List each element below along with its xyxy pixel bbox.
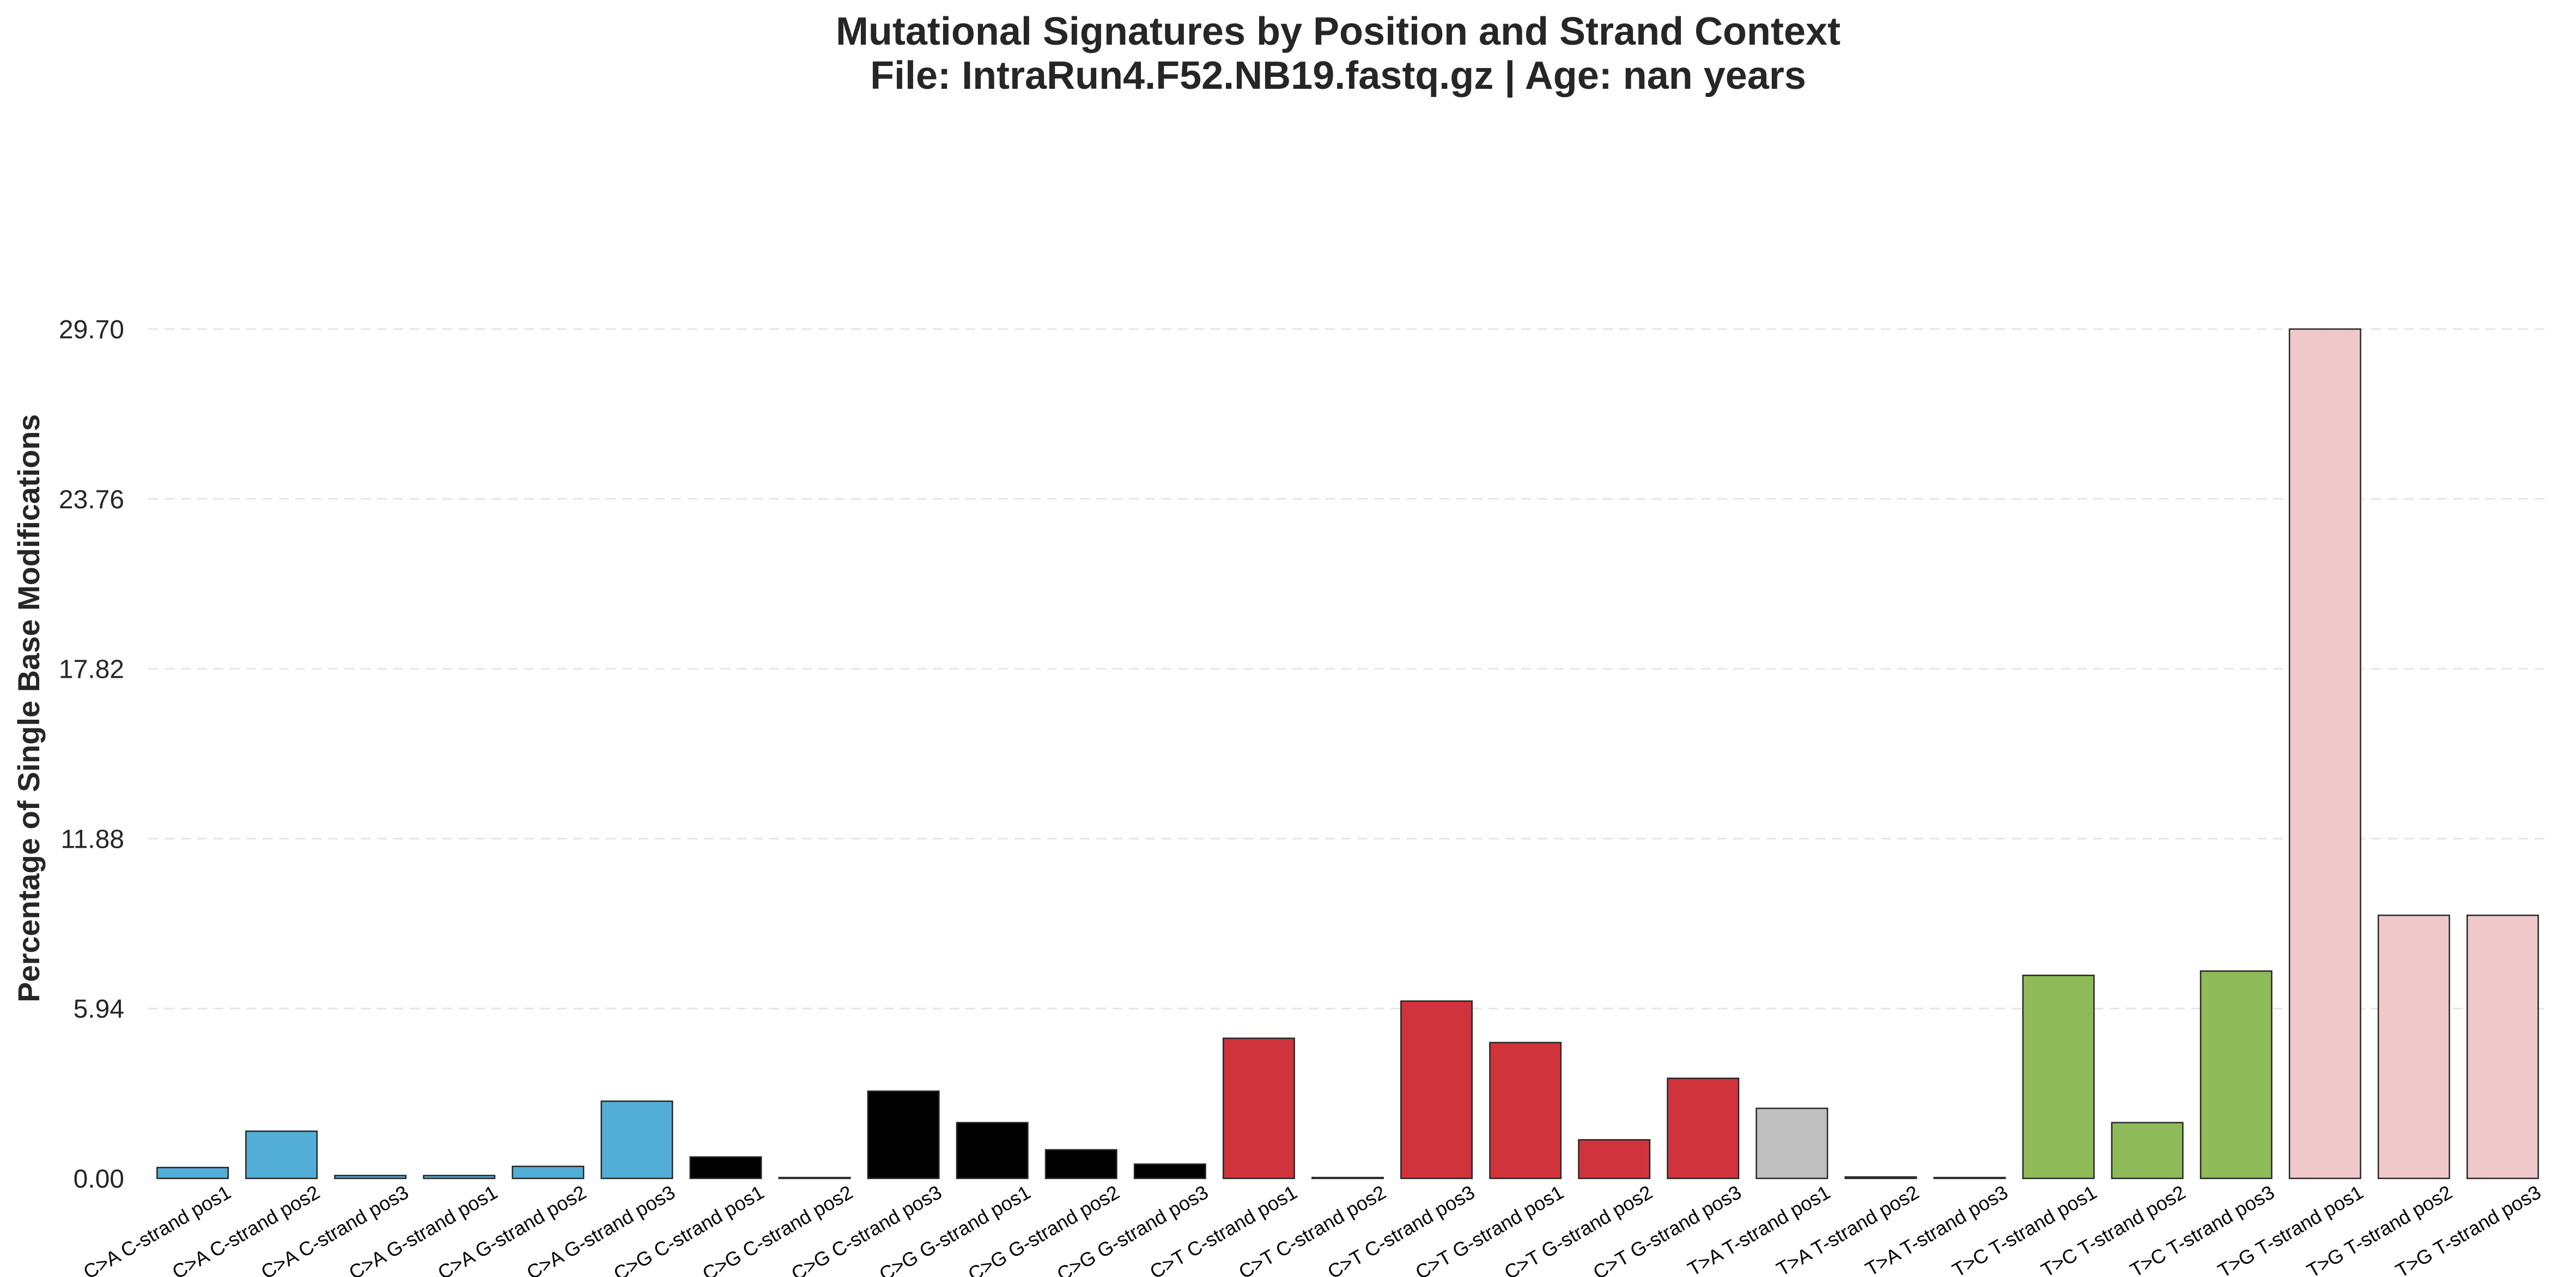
bar xyxy=(334,1175,407,1179)
y-tick-label: 0.00 xyxy=(74,1165,124,1194)
bar xyxy=(778,1177,851,1179)
y-axis-label: Percentage of Single Base Modifications xyxy=(11,414,46,1002)
bar xyxy=(689,1156,762,1179)
bars xyxy=(156,328,2539,1179)
bar xyxy=(1933,1177,2006,1179)
bar xyxy=(2200,970,2273,1179)
bar xyxy=(1578,1139,1651,1179)
bar xyxy=(1667,1078,1740,1179)
y-tick-label: 11.88 xyxy=(60,825,124,854)
chart-subtitle: File: IntraRun4.F52.NB19.fastq.gz | Age:… xyxy=(870,54,1806,98)
bar xyxy=(1311,1177,1384,1179)
bar xyxy=(2466,914,2539,1179)
bar xyxy=(956,1122,1029,1179)
bar xyxy=(512,1165,585,1179)
y-tick-labels: 0.00 5.94 11.88 17.82 23.76 29.70 xyxy=(59,315,124,1194)
y-tick-label: 17.82 xyxy=(59,655,124,684)
bar xyxy=(1044,1149,1117,1179)
y-tick-label: 23.76 xyxy=(59,485,124,514)
x-tick-label: T>G T-strand pos3 xyxy=(2392,1181,2545,1277)
bar xyxy=(1133,1163,1206,1179)
bar xyxy=(1844,1176,1917,1179)
bar xyxy=(2022,975,2095,1179)
bar xyxy=(1489,1042,1562,1179)
bar xyxy=(423,1175,496,1179)
y-tick-label: 29.70 xyxy=(59,315,124,344)
bar xyxy=(600,1100,673,1179)
bar xyxy=(1400,1000,1473,1179)
bar xyxy=(245,1130,318,1179)
bar xyxy=(2377,914,2450,1179)
chart-title: Mutational Signatures by Position and St… xyxy=(836,10,1840,53)
y-tick-label: 5.94 xyxy=(74,995,124,1024)
bar xyxy=(2111,1122,2184,1179)
bar xyxy=(1222,1037,1295,1179)
bar xyxy=(867,1090,940,1179)
grid-lines xyxy=(148,328,2547,1010)
bar xyxy=(1755,1108,1828,1179)
bar xyxy=(156,1166,229,1179)
bar xyxy=(2288,328,2361,1179)
